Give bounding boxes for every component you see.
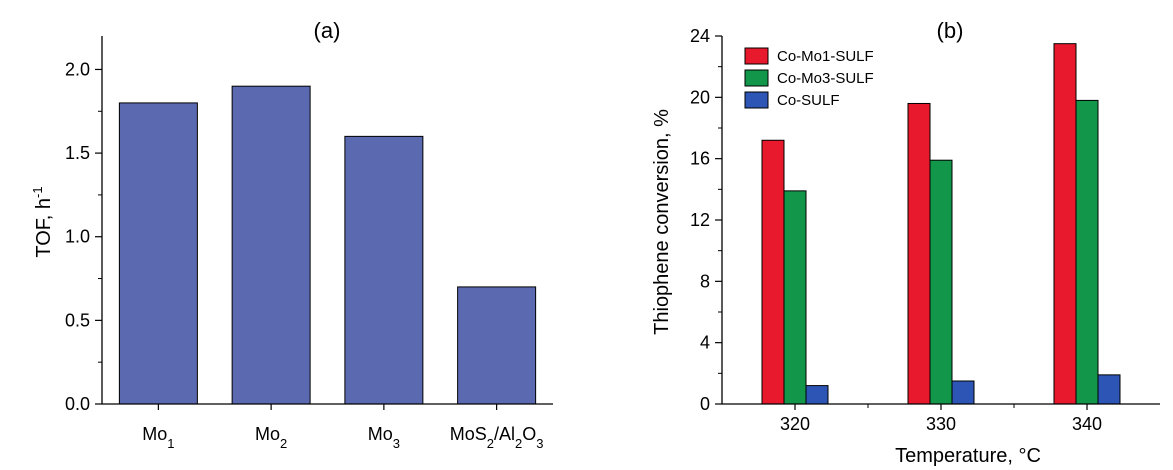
y-tick-label: 16 (690, 149, 710, 169)
bar-co-mo3-sulf-330 (929, 159, 953, 405)
chart-b-y-axis-label: Thiophene conversion, % (651, 109, 673, 335)
x-tick-label: Mo1 (142, 424, 174, 451)
y-tick-label: 12 (690, 210, 710, 230)
y-tick-label: 0 (700, 394, 710, 414)
chart-a-title: (a) (314, 18, 341, 43)
y-tick-label: 1.0 (65, 227, 90, 247)
chart-panel-b: (b) 0 4 8 12 16 20 24 320 330 340 Thiophene conv… (651, 18, 1160, 467)
bar-co-mo1-sulf-340 (1053, 43, 1077, 405)
legend-swatch (744, 69, 769, 87)
bar-mo2 (231, 85, 311, 405)
bar-co-mo3-sulf-320 (783, 190, 807, 405)
legend-label: Co-Mo3-SULF (777, 70, 874, 87)
x-tick-label: MoS2/Al2O3 (450, 424, 544, 451)
bar-mos2-al2o3 (457, 286, 537, 405)
bar-co-mo1-sulf-330 (907, 102, 931, 405)
y-tick-label: 20 (690, 87, 710, 107)
x-tick-label: Mo2 (255, 424, 287, 451)
y-tick-label: 2.0 (65, 59, 90, 79)
chart-b-legend: Co-Mo1-SULF Co-Mo3-SULF Co-SULF (744, 47, 874, 109)
y-tick-label: 0.0 (65, 394, 90, 414)
chart-a-y-axis-label: TOF, h-1 (30, 186, 55, 257)
y-tick-label: 24 (690, 26, 710, 46)
y-tick-label: 8 (700, 271, 710, 291)
bar-mo3 (344, 135, 424, 405)
bar-co-sulf-340 (1097, 374, 1121, 405)
chart-a-y-ticks: 0.0 0.5 1.0 1.5 2.0 (65, 59, 102, 414)
legend-swatch (744, 47, 769, 65)
x-tick-label: 340 (1072, 414, 1102, 434)
x-tick-label: 330 (926, 414, 956, 434)
chart-a-x-ticks: Mo1 Mo2 Mo3 MoS2/Al2O3 (142, 404, 544, 451)
chart-a-bars (118, 85, 537, 405)
bar-co-sulf-320 (805, 385, 829, 405)
bar-co-mo1-sulf-320 (761, 139, 785, 405)
legend-swatch (744, 91, 769, 109)
chart-b-y-ticks: 0 4 8 12 16 20 24 (690, 26, 722, 414)
y-tick-label: 1.5 (65, 143, 90, 163)
chart-panel-a: (a) 0.00.51.01.52.0 Mo1 Mo2 Mo3 MoS2/Al2O3 … (30, 18, 553, 451)
chart-b-x-ticks: 320 330 340 (780, 404, 1102, 434)
bar-mo1 (118, 102, 198, 405)
y-tick-label: 0.5 (65, 310, 90, 330)
chart-b-title: (b) (937, 18, 964, 43)
legend-label: Co-Mo1-SULF (777, 48, 874, 65)
bar-co-mo3-sulf-340 (1075, 99, 1099, 405)
x-tick-label: Mo3 (368, 424, 400, 451)
y-tick-label: 4 (700, 333, 710, 353)
chart-b-x-axis-label: Temperature, °C (895, 445, 1041, 467)
legend-label: Co-SULF (777, 92, 840, 109)
x-tick-label: 320 (780, 414, 810, 434)
bar-co-sulf-330 (951, 380, 975, 405)
